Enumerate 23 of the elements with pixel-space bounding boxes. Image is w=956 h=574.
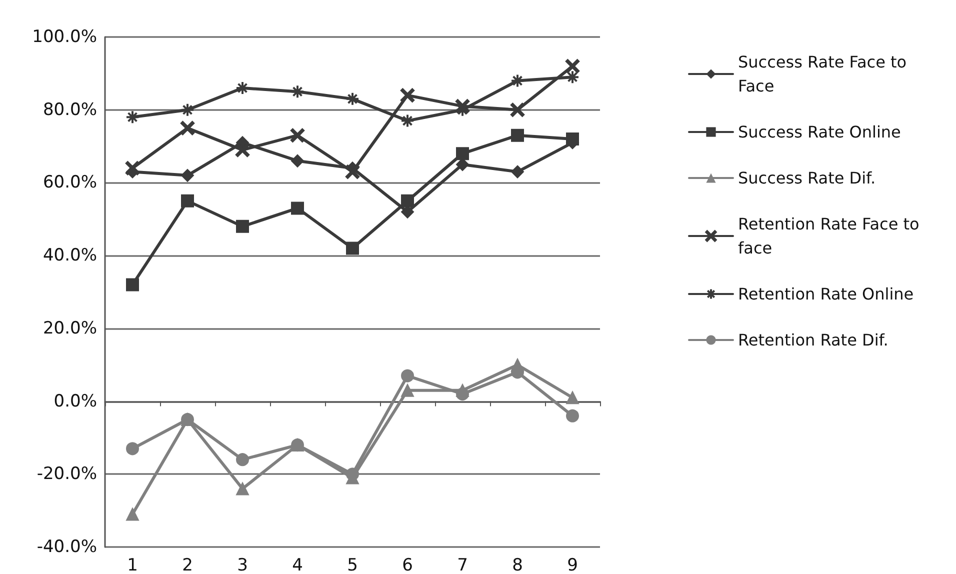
y-tick-label: 100.0%: [32, 27, 97, 47]
y-tick-label: 40.0%: [42, 246, 97, 266]
y-tick-label: 20.0%: [42, 318, 97, 338]
x-tick-label: 2: [182, 556, 193, 574]
x-tick-label: 8: [512, 556, 523, 574]
y-tick-label: 80.0%: [42, 100, 97, 120]
legend-label: Retention Rate Online: [738, 284, 914, 304]
x-tick-label: 5: [347, 556, 358, 574]
x-tick-label: 7: [457, 556, 468, 574]
x-tick-label: 4: [292, 556, 303, 574]
x-tick-label: 9: [567, 556, 578, 574]
x-tick-label: 3: [237, 556, 248, 574]
x-tick-label: 1: [127, 556, 138, 574]
legend-label: Retention Rate Face to face: [738, 214, 924, 258]
y-tick-label: -20.0%: [36, 464, 97, 484]
y-tick-label: -40.0%: [36, 537, 97, 557]
x-tick-label: 6: [402, 556, 413, 574]
y-tick-label: 0.0%: [54, 391, 97, 412]
legend-label: Success Rate Dif.: [738, 168, 876, 188]
legend-label: Retention Rate Dif.: [738, 330, 888, 350]
legend-label: Success Rate Online: [738, 122, 901, 142]
legend-label: Success Rate Face to Face: [738, 52, 912, 96]
y-tick-label: 60.0%: [42, 172, 97, 193]
